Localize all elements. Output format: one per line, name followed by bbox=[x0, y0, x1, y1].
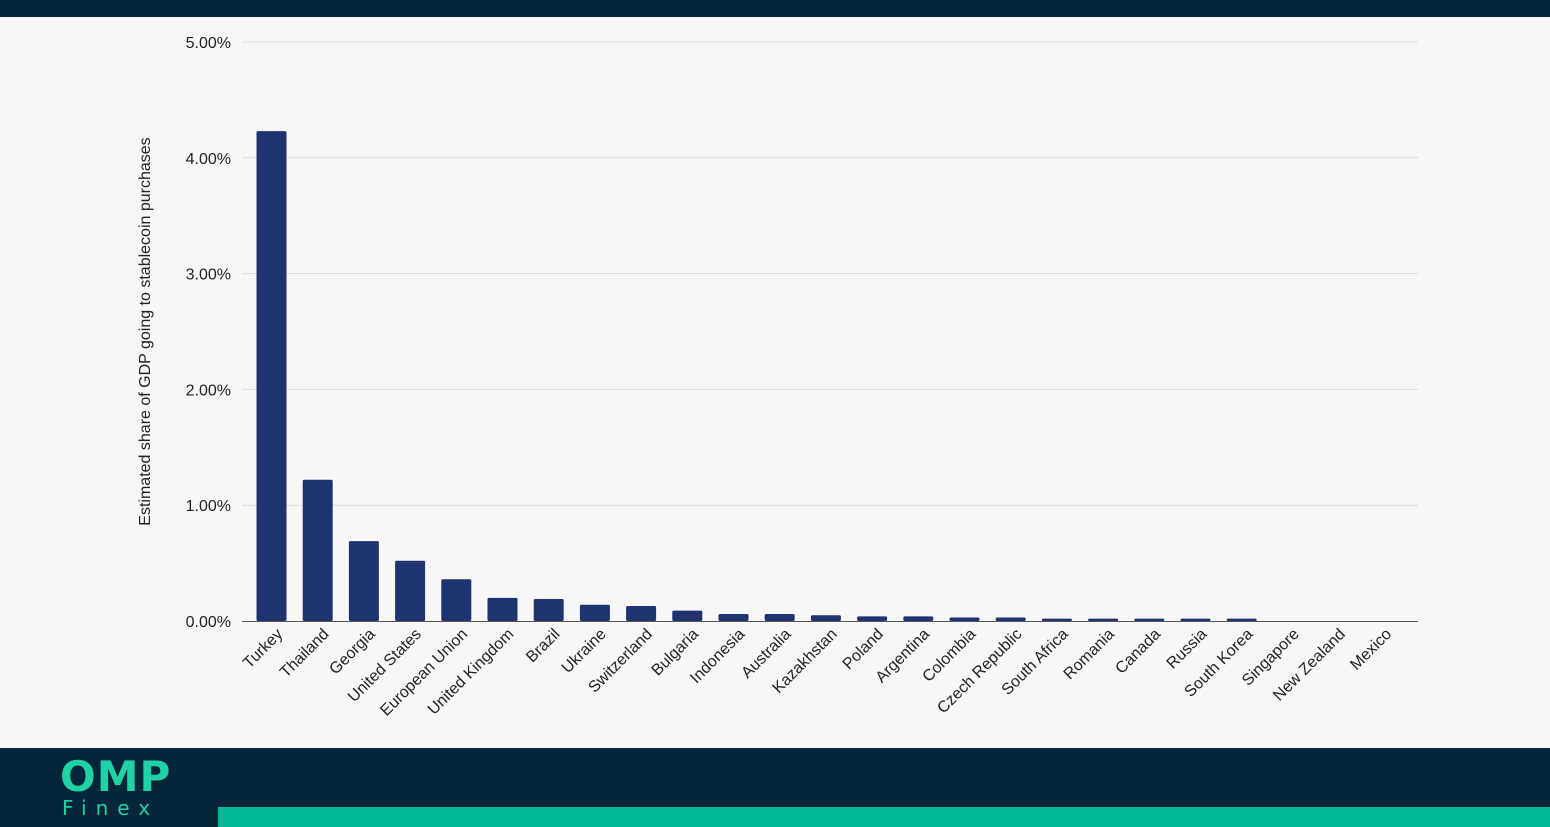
x-tick-label: Canada bbox=[1112, 626, 1164, 678]
top-band bbox=[0, 0, 1550, 17]
bar-european-union bbox=[441, 579, 472, 621]
y-tick-label: 4.00% bbox=[186, 151, 231, 168]
bar-thailand bbox=[302, 479, 333, 621]
bar-united-states bbox=[395, 560, 426, 621]
y-axis-title: Estimated share of GDP going to stableco… bbox=[137, 137, 154, 525]
bar-canada bbox=[1134, 618, 1165, 621]
gridlines bbox=[242, 41, 1418, 506]
y-axis-ticks: 0.00% 1.00% 2.00% 3.00% 4.00% 5.00% bbox=[186, 35, 231, 631]
footer-accent-bar bbox=[218, 807, 1550, 827]
logo-subtitle: Finex bbox=[62, 796, 160, 820]
bar-turkey bbox=[256, 131, 287, 621]
x-tick-label: United Kingdom bbox=[425, 626, 518, 719]
chart-panel: 0.00% 1.00% 2.00% 3.00% 4.00% 5.00% Turkey Tha… bbox=[0, 17, 1550, 748]
bar-romania bbox=[1088, 618, 1119, 621]
bar-indonesia bbox=[718, 614, 749, 621]
bar-poland bbox=[857, 616, 888, 621]
bar-georgia bbox=[348, 541, 379, 621]
bar-argentina bbox=[903, 616, 934, 621]
x-tick-label: Czech Republic bbox=[934, 626, 1025, 717]
bar-czech-republic bbox=[995, 617, 1026, 621]
x-tick-label: Russia bbox=[1164, 626, 1211, 673]
bars bbox=[256, 131, 1257, 621]
x-tick-label: Turkey bbox=[240, 626, 286, 672]
bar-brazil bbox=[533, 598, 564, 621]
bar-switzerland bbox=[626, 605, 657, 621]
bar-united-kingdom bbox=[487, 597, 518, 621]
bar-chart: 0.00% 1.00% 2.00% 3.00% 4.00% 5.00% TurkeyTha… bbox=[137, 35, 1418, 720]
bar-bulgaria bbox=[672, 610, 703, 621]
bar-kazakhstan bbox=[810, 615, 841, 621]
x-tick-label: Mexico bbox=[1347, 626, 1395, 674]
x-tick-label: Thailand bbox=[277, 626, 332, 681]
bar-australia bbox=[764, 614, 795, 621]
footer: OMP Finex bbox=[0, 748, 1550, 827]
y-tick-label: 5.00% bbox=[186, 35, 231, 52]
bar-russia bbox=[1180, 618, 1211, 621]
bar-south-africa bbox=[1041, 618, 1072, 621]
y-tick-label: 0.00% bbox=[186, 614, 231, 631]
x-tick-label: Brazil bbox=[523, 626, 563, 666]
bar-colombia bbox=[949, 617, 980, 621]
x-tick-label: Romania bbox=[1061, 626, 1118, 683]
bar-ukraine bbox=[579, 604, 610, 621]
bar-south-korea bbox=[1226, 618, 1257, 621]
y-tick-label: 2.00% bbox=[186, 382, 231, 399]
y-tick-label: 3.00% bbox=[186, 267, 231, 284]
y-tick-label: 1.00% bbox=[186, 498, 231, 515]
omp-finex-logo: OMP Finex bbox=[60, 754, 170, 824]
logo-wordmark: OMP bbox=[60, 752, 172, 801]
